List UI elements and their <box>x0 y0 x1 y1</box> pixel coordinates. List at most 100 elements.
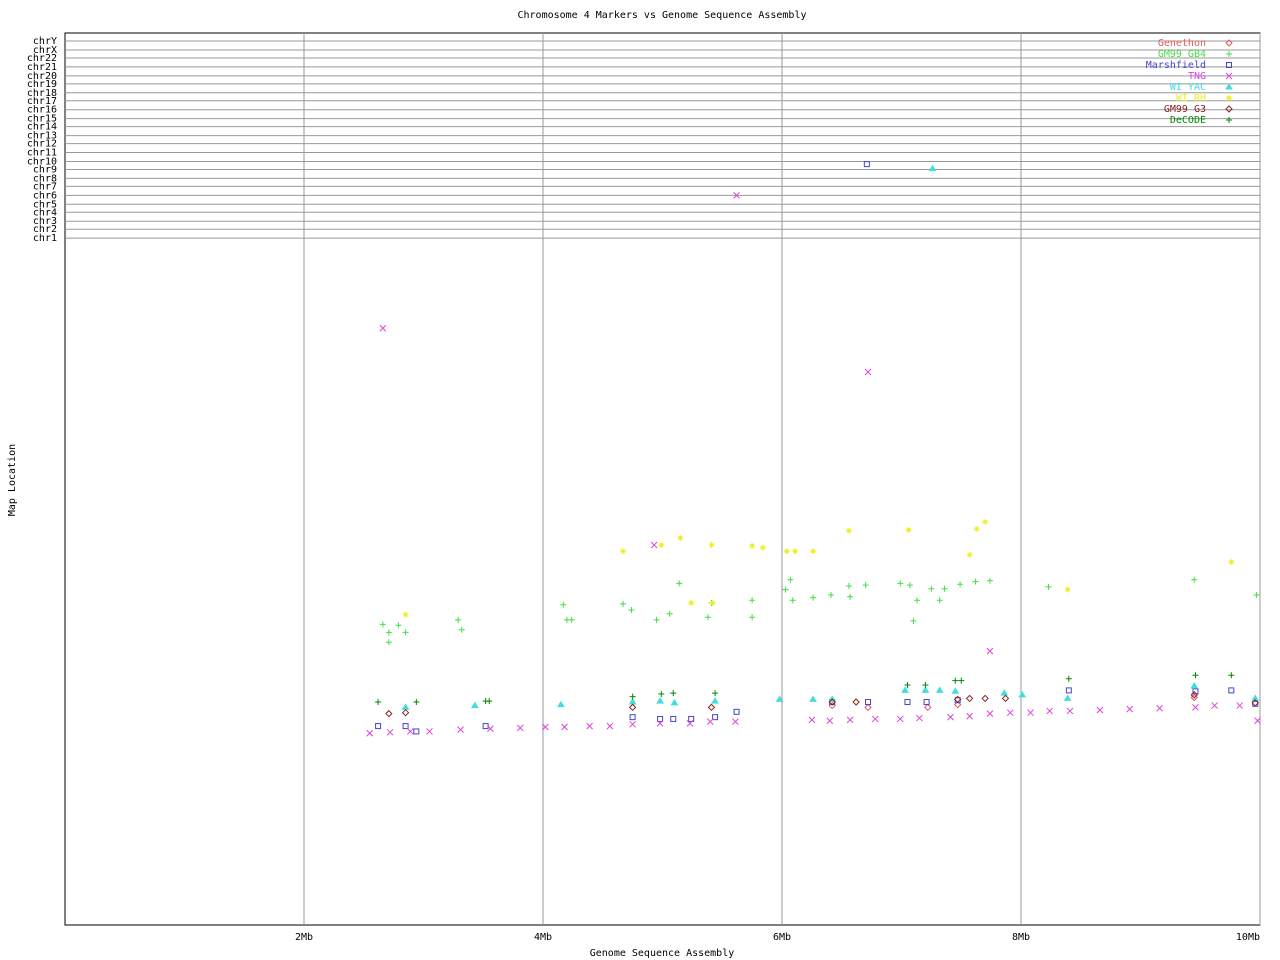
data-point <box>1066 707 1074 715</box>
data-point <box>666 610 673 617</box>
data-point <box>413 699 420 705</box>
data-point <box>1192 672 1199 679</box>
x-tick-label: 6Mb <box>773 932 791 943</box>
data-point <box>670 715 677 722</box>
data-point <box>852 698 860 706</box>
data-point <box>986 577 993 584</box>
data-point <box>827 591 834 598</box>
data-point <box>966 712 973 720</box>
data-point <box>688 599 695 606</box>
y-tick-label: chr15 <box>27 114 57 125</box>
data-point <box>965 694 974 703</box>
data-point <box>863 161 870 168</box>
data-point <box>1046 707 1054 715</box>
y-tick-label: chr1 <box>33 233 57 244</box>
data-point <box>1192 688 1199 695</box>
data-point <box>810 594 817 601</box>
data-point <box>366 729 374 737</box>
data-point <box>928 164 937 172</box>
y-tick-label: chr9 <box>33 164 57 175</box>
data-point <box>402 611 409 618</box>
data-point <box>650 541 658 549</box>
data-point <box>1251 699 1259 707</box>
legend-marker <box>1225 72 1233 80</box>
data-point <box>759 544 766 551</box>
data-point <box>986 647 994 655</box>
data-point <box>865 699 872 705</box>
data-point <box>560 601 567 608</box>
data-point <box>568 616 575 623</box>
data-point <box>628 607 635 614</box>
y-tick-label: chr18 <box>27 88 57 99</box>
data-point <box>385 709 393 718</box>
data-point <box>966 551 973 558</box>
data-point <box>1006 709 1014 717</box>
data-point <box>1126 705 1134 713</box>
data-point <box>871 715 879 723</box>
data-point <box>922 682 929 689</box>
legend-label: TNG <box>1188 71 1206 82</box>
data-point <box>1064 586 1071 593</box>
data-point <box>1018 690 1027 698</box>
data-point <box>708 542 715 549</box>
data-point <box>711 697 719 704</box>
data-point <box>981 694 989 703</box>
y-tick-label: chr8 <box>33 173 57 184</box>
x-tick-label: 8Mb <box>1012 932 1030 943</box>
y-tick-label: chr11 <box>27 148 57 159</box>
legend-marker <box>1226 62 1232 68</box>
data-point <box>1211 702 1218 709</box>
data-point <box>914 597 921 604</box>
data-point <box>809 695 817 702</box>
data-point <box>928 585 935 592</box>
data-point <box>1228 672 1235 679</box>
data-point <box>906 582 913 589</box>
y-tick-label: chr2 <box>33 224 57 235</box>
y-tick-label: chr7 <box>33 181 57 192</box>
data-point <box>947 713 954 721</box>
data-point <box>561 723 568 731</box>
data-point <box>487 725 494 733</box>
data-point <box>1228 558 1235 565</box>
data-point <box>789 597 796 604</box>
data-point <box>712 690 719 697</box>
data-point <box>629 693 636 700</box>
data-point <box>658 542 665 549</box>
data-point <box>375 699 382 705</box>
data-point <box>749 614 756 621</box>
y-tick-label: chr5 <box>33 199 57 210</box>
plot-frame <box>64 32 1261 926</box>
data-point <box>653 616 660 623</box>
data-point <box>952 677 959 684</box>
data-point <box>656 697 664 704</box>
data-point <box>957 581 964 588</box>
data-point <box>516 724 524 732</box>
data-point <box>896 715 904 723</box>
data-point <box>1045 583 1052 590</box>
data-point <box>458 626 465 633</box>
data-point <box>402 723 409 730</box>
data-point <box>905 526 912 533</box>
data-point <box>658 690 665 697</box>
data-point <box>1192 703 1199 711</box>
data-point <box>677 534 684 541</box>
data-point <box>670 698 679 706</box>
data-point <box>783 548 790 555</box>
data-point <box>973 525 980 532</box>
data-point <box>657 715 664 722</box>
data-point <box>775 695 784 702</box>
legend-label: Genethon <box>1158 38 1206 49</box>
legend-marker <box>1225 83 1233 90</box>
y-tick-label: chrY <box>33 36 57 47</box>
data-point <box>629 714 636 721</box>
legend-marker <box>1225 39 1233 47</box>
data-point <box>904 699 911 705</box>
data-point <box>375 723 382 730</box>
y-tick-label: chr6 <box>33 190 57 201</box>
x-axis-label: Genome Sequence Assembly <box>590 948 735 959</box>
y-tick-label: chr19 <box>27 79 57 90</box>
data-point <box>706 718 714 725</box>
data-point <box>407 728 414 735</box>
data-point <box>864 703 872 712</box>
